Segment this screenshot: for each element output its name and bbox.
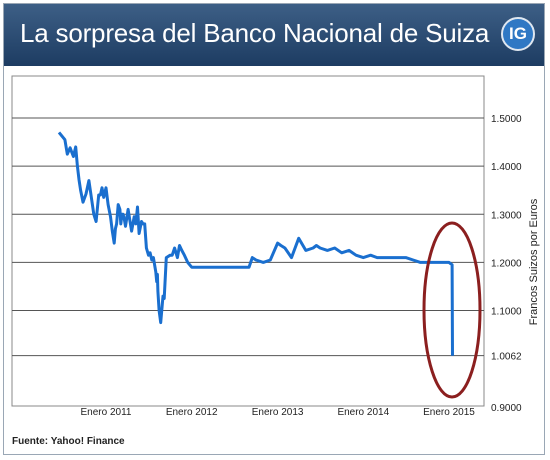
y-axis-label: Francos Suizos por Euros <box>528 198 540 325</box>
source-note: Fuente: Yahoo! Finance <box>12 436 125 447</box>
y-tick-label: 1.0062 <box>491 352 522 363</box>
plot-area <box>11 75 485 407</box>
x-tick-label: Enero 2013 <box>252 407 304 418</box>
grid-lines <box>12 117 484 357</box>
y-tick-label: 1.1000 <box>491 307 522 318</box>
y-tick-label: 0.9000 <box>491 403 522 414</box>
x-tick-label: Enero 2015 <box>423 407 475 418</box>
series-line <box>57 131 454 356</box>
x-tick-label: Enero 2014 <box>337 407 389 418</box>
ig-logo: IG <box>501 17 535 51</box>
y-tick-label: 1.3000 <box>491 210 522 221</box>
y-tick-label: 1.4000 <box>491 162 522 173</box>
x-axis-tick-labels: Enero 2011 Enero 2012 Enero 2013 Enero 2014… <box>81 407 476 418</box>
y-axis-tick-labels: 1.5000 1.4000 1.3000 1.2000 1.1000 1.0062 0.90… <box>491 114 522 414</box>
page-title: La sorpresa del Banco Nacional de Suiza <box>20 18 490 48</box>
x-tick-label: Enero 2011 <box>81 407 132 418</box>
x-tick-label: Enero 2012 <box>166 407 218 418</box>
header-bar: La sorpresa del Banco Nacional de Suiza … <box>4 4 544 66</box>
highlight-ellipse <box>422 221 482 399</box>
y-tick-label: 1.5000 <box>491 114 522 125</box>
y-tick-label: 1.2000 <box>491 258 522 269</box>
